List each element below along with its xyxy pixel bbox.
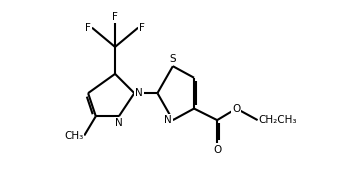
Text: CH₂CH₃: CH₂CH₃ <box>259 115 297 125</box>
Text: S: S <box>170 54 176 64</box>
Text: F: F <box>85 23 91 33</box>
Text: F: F <box>139 23 145 33</box>
Text: N: N <box>135 88 143 98</box>
Text: F: F <box>112 12 118 22</box>
Text: O: O <box>213 145 221 155</box>
Text: N: N <box>164 115 172 125</box>
Text: N: N <box>115 118 123 128</box>
Text: CH₃: CH₃ <box>64 131 83 140</box>
Text: O: O <box>232 104 241 113</box>
